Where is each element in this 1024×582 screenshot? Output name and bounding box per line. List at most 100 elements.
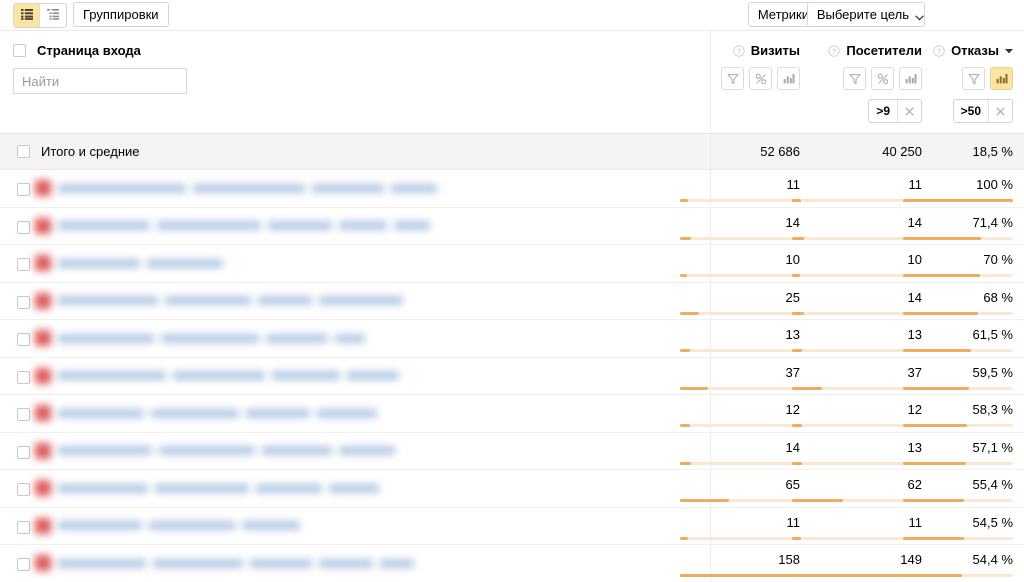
filter-chip-visitors[interactable]: >9 — [868, 99, 922, 123]
bar-chart-icon[interactable] — [899, 67, 922, 90]
select-all-checkbox[interactable] — [13, 44, 26, 57]
cell-visitors: 149 — [792, 553, 922, 577]
cell-bounce: 57,1 % — [903, 439, 1013, 465]
table-body: 11 11 100 % 14 14 71,4 % 10 10 70 % 25 14 68 % 13 13 6… — [0, 170, 1024, 582]
cell-visits-bar-fill — [680, 574, 800, 577]
select-goal-dropdown[interactable]: Выберите цель — [806, 2, 925, 27]
filter-icon[interactable] — [962, 67, 985, 90]
row-checkbox[interactable] — [17, 408, 30, 421]
cell-bounce: 68 % — [903, 290, 1013, 315]
filter-chip-bounce[interactable]: >50 — [952, 99, 1013, 123]
filter-icon[interactable] — [843, 67, 866, 90]
view-mode-toggle[interactable] — [13, 3, 67, 28]
filter-icon[interactable] — [721, 67, 744, 90]
page-url-link[interactable] — [35, 327, 494, 349]
cell-visits-value: 11 — [786, 514, 801, 530]
page-url-link[interactable] — [35, 440, 494, 462]
row-checkbox[interactable] — [17, 295, 30, 309]
page-url-link[interactable] — [35, 515, 494, 537]
cell-visitors-value: 13 — [907, 327, 922, 342]
cell-bounce: 70 % — [903, 253, 1013, 277]
cell-bounce: 58,3 % — [903, 403, 1013, 427]
page-url-link[interactable] — [35, 552, 494, 574]
table-row: 14 14 71,4 % — [0, 207, 1024, 245]
percent-icon[interactable] — [871, 67, 894, 90]
cell-visits: 10 — [680, 253, 800, 277]
bar-chart-icon[interactable] — [990, 67, 1013, 90]
cell-bounce-value: 54,5 % — [972, 514, 1013, 530]
grouping-button-label: Группировки — [83, 7, 159, 22]
row-checkbox[interactable] — [17, 333, 30, 346]
page-url-link[interactable] — [35, 402, 494, 424]
row-checkbox[interactable] — [17, 183, 30, 196]
cell-visits-bar-track — [680, 499, 800, 502]
cell-visits: 25 — [680, 289, 800, 315]
cell-bounce-bar-track — [903, 349, 1013, 352]
page-url-link[interactable] — [35, 290, 494, 312]
close-icon[interactable] — [989, 100, 1012, 122]
bar-chart-icon[interactable] — [777, 67, 800, 90]
cell-bounce-bar-track — [903, 236, 1013, 240]
table-row: 14 13 57,1 % — [0, 432, 1024, 470]
page-url-link[interactable] — [35, 252, 494, 274]
tree-view-button[interactable] — [40, 4, 66, 27]
totals-row: Итого и средние 52 686 40 250 18,5 % — [0, 134, 1024, 170]
cell-bounce: 71,4 % — [903, 214, 1013, 240]
row-column-divider — [710, 170, 711, 207]
table-row: 158 149 54,4 % — [0, 545, 1024, 582]
cell-bounce-bar-track — [903, 386, 1013, 390]
row-column-divider — [710, 357, 711, 394]
cell-bounce-value: 71,4 % — [972, 214, 1013, 230]
list-view-button[interactable] — [14, 4, 40, 27]
help-icon[interactable]: ? — [828, 44, 841, 57]
totals-checkbox[interactable] — [17, 145, 30, 158]
filter-chip-value[interactable]: >50 — [954, 100, 989, 122]
cell-bounce: 61,5 % — [903, 328, 1013, 352]
dimension-label: Страница входа — [37, 43, 141, 58]
cell-visitors: 14 — [792, 290, 922, 315]
row-checkbox[interactable] — [17, 520, 30, 534]
row-checkbox[interactable] — [17, 220, 30, 234]
cell-visitors-bar-fill — [792, 199, 802, 202]
cell-visitors: 37 — [792, 365, 922, 390]
close-icon[interactable] — [898, 100, 921, 122]
cell-visits-bar-fill — [680, 236, 691, 240]
page-url-link[interactable] — [35, 177, 494, 199]
page-url-link[interactable] — [35, 477, 494, 499]
page-url-link[interactable] — [35, 365, 494, 387]
page-url-link[interactable] — [35, 215, 494, 237]
cell-visitors-value: 149 — [900, 552, 922, 567]
cell-visits: 11 — [680, 178, 800, 202]
help-icon[interactable]: ? — [732, 44, 745, 57]
cell-visitors: 62 — [792, 478, 922, 502]
row-checkbox[interactable] — [17, 483, 30, 496]
table-row: 10 10 70 % — [0, 245, 1024, 283]
cell-visitors: 10 — [792, 253, 922, 277]
cell-visits-bar-fill — [680, 311, 700, 315]
filter-chip-value[interactable]: >9 — [869, 100, 898, 122]
metric-column-header-bounce: ? Отказы — [903, 43, 1013, 123]
cell-visits-bar-fill — [680, 499, 730, 502]
table-row: 11 11 100 % — [0, 170, 1024, 208]
cell-visitors-value: 13 — [907, 439, 922, 455]
cell-visitors-bar-track — [792, 536, 922, 540]
cell-visitors-value: 11 — [908, 177, 923, 192]
cell-visits-bar-fill — [680, 349, 690, 352]
header-column-divider — [710, 31, 711, 133]
cell-visits-value: 25 — [785, 289, 800, 305]
percent-icon[interactable] — [749, 67, 772, 90]
cell-bounce-value: 57,1 % — [972, 439, 1013, 455]
row-checkbox[interactable] — [17, 445, 30, 459]
search-input[interactable] — [13, 68, 187, 94]
row-checkbox[interactable] — [17, 370, 30, 384]
grouping-button[interactable]: Группировки — [73, 2, 169, 27]
sort-triangle-icon[interactable] — [1005, 48, 1013, 54]
cell-visits: 14 — [680, 215, 800, 240]
cell-visits-bar-track — [680, 236, 800, 240]
row-checkbox[interactable] — [17, 558, 30, 571]
svg-text:?: ? — [736, 47, 741, 56]
row-checkbox[interactable] — [17, 258, 30, 271]
cell-bounce: 59,5 % — [903, 365, 1013, 390]
help-icon[interactable]: ? — [933, 44, 945, 57]
